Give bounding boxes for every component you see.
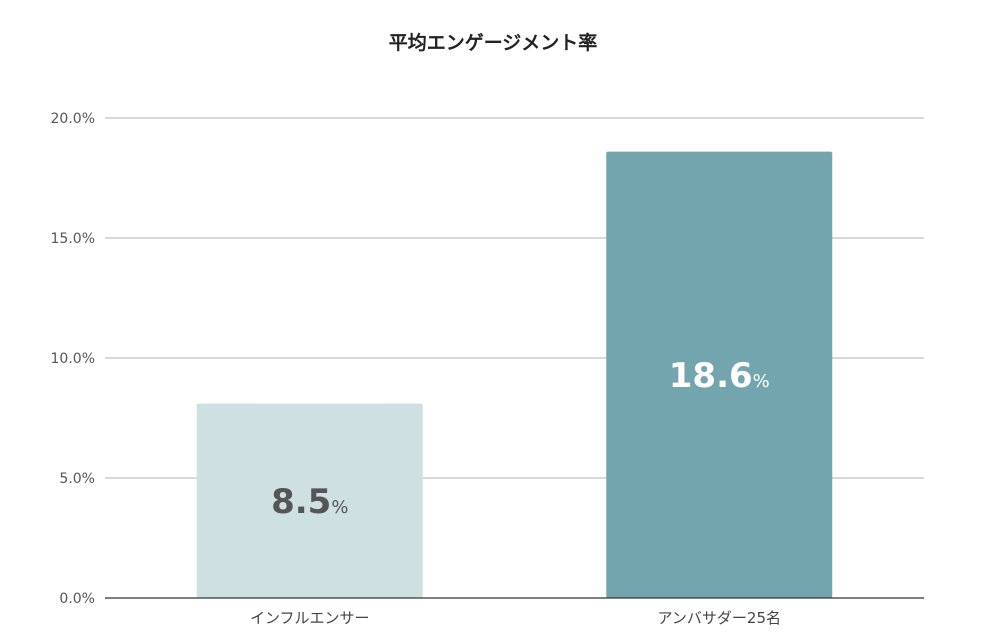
y-tick-label: 15.0%: [51, 231, 95, 247]
data-label: 18.6%: [669, 356, 770, 396]
chart-title: 平均エンゲージメント率: [388, 32, 598, 54]
y-tick-label: 5.0%: [59, 471, 95, 487]
data-label: 8.5%: [271, 482, 348, 522]
x-tick-label: インフルエンサー: [250, 609, 370, 627]
bar: [196, 403, 423, 598]
bar: [606, 151, 833, 598]
x-tick-label: アンバサダー25名: [658, 609, 782, 627]
y-tick-label: 0.0%: [59, 591, 95, 607]
y-tick-label: 20.0%: [51, 111, 95, 127]
y-tick-label: 10.0%: [51, 351, 95, 367]
